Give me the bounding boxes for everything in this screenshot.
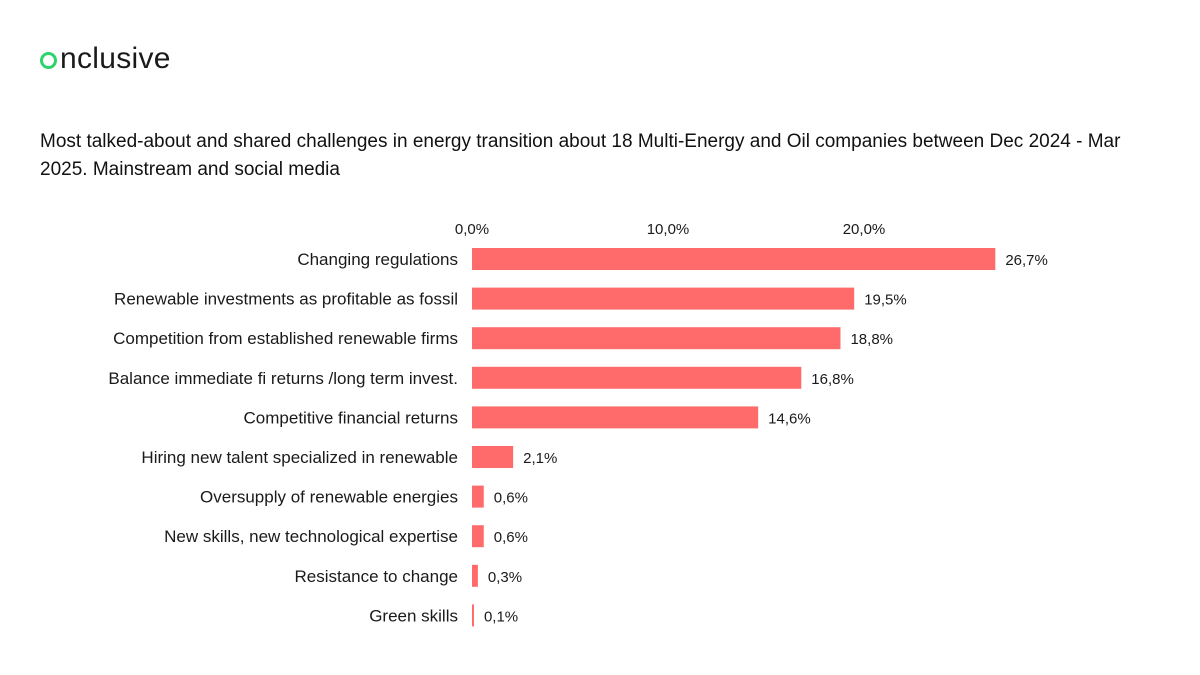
category-label: New skills, new technological expertise xyxy=(164,527,458,546)
value-label: 19,5% xyxy=(864,292,907,309)
brand-logo: nclusive xyxy=(40,42,171,76)
value-label: 18,8% xyxy=(850,331,893,348)
category-label: Oversupply of renewable energies xyxy=(200,488,458,507)
x-tick-label: 10,0% xyxy=(647,221,690,238)
category-label: Changing regulations xyxy=(297,250,458,269)
bar xyxy=(472,604,474,627)
value-label: 2,1% xyxy=(523,450,557,467)
bar xyxy=(472,406,759,429)
value-label: 26,7% xyxy=(1005,252,1048,269)
category-label: Renewable investments as profitable as f… xyxy=(114,290,458,309)
logo-text: nclusive xyxy=(60,42,171,75)
bar xyxy=(472,248,996,270)
category-label: Competitive financial returns xyxy=(244,408,458,427)
value-label: 0,1% xyxy=(484,608,518,625)
x-tick-label: 20,0% xyxy=(843,221,886,238)
bar xyxy=(472,366,802,389)
value-label: 16,8% xyxy=(811,371,854,388)
bar xyxy=(472,564,478,587)
category-label: Balance immediate fi returns /long term … xyxy=(108,369,458,388)
logo-ring-icon xyxy=(40,51,57,69)
bar xyxy=(472,446,514,468)
chart-title: Most talked-about and shared challenges … xyxy=(40,131,1121,180)
value-label: 0,6% xyxy=(494,490,528,507)
category-label: Green skills xyxy=(369,606,458,625)
category-label: Resistance to change xyxy=(295,567,459,586)
bar xyxy=(472,485,484,508)
bar xyxy=(472,327,841,350)
bar xyxy=(472,525,484,548)
value-label: 0,3% xyxy=(488,569,522,586)
value-label: 14,6% xyxy=(768,410,811,427)
x-tick-label: 0,0% xyxy=(455,221,489,238)
value-label: 0,6% xyxy=(494,529,528,546)
category-label: Competition from established renewable f… xyxy=(113,329,458,348)
bar xyxy=(472,287,855,310)
category-label: Hiring new talent specialized in renewab… xyxy=(141,448,458,467)
